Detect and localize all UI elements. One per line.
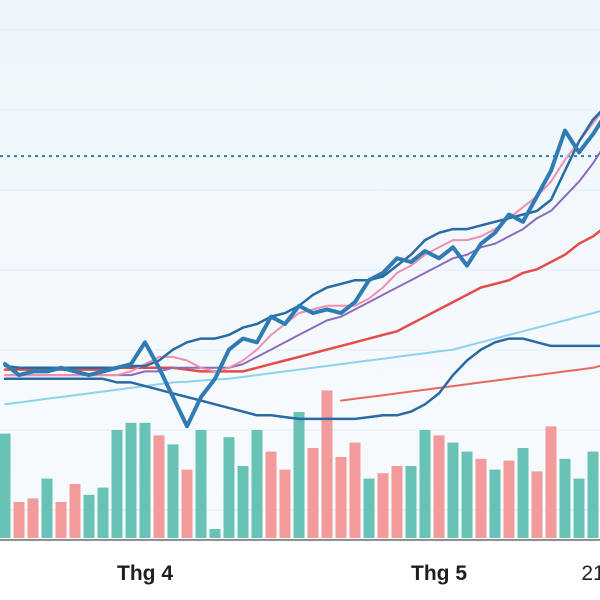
- series-line-bb-lower: [3, 337, 600, 421]
- volume-bar: [293, 412, 305, 538]
- volume-bar: [307, 448, 319, 538]
- volume-bar: [545, 426, 557, 538]
- volume-bar: [447, 442, 459, 538]
- volume-bar: [167, 444, 179, 538]
- volume-bar: [489, 469, 501, 538]
- volume-bar: [237, 466, 249, 538]
- volume-bar: [573, 478, 585, 538]
- series-line-ma-coral: [340, 364, 600, 402]
- volume-bar: [125, 422, 137, 538]
- volume-bar: [13, 502, 25, 538]
- volume-bar: [153, 435, 165, 538]
- volume-bars: [0, 390, 599, 538]
- x-tick-label: Thg 5: [411, 562, 467, 585]
- volume-bar: [265, 451, 277, 538]
- volume-bar: [349, 442, 361, 538]
- volume-bar: [139, 422, 151, 538]
- volume-bar: [587, 451, 599, 538]
- volume-bar: [559, 458, 571, 538]
- x-tick-label: 21: [581, 562, 600, 585]
- volume-bar: [503, 460, 515, 538]
- volume-bar: [83, 494, 95, 538]
- volume-bar: [461, 451, 473, 538]
- series-line-ma-lightblue: [4, 310, 600, 406]
- volume-bar: [223, 437, 235, 538]
- volume-bar: [97, 487, 109, 538]
- volume-bar: [405, 466, 417, 538]
- x-axis-ticks: Thg 4 Thg 5 21: [117, 562, 600, 585]
- volume-bar: [27, 498, 39, 538]
- volume-bar: [195, 430, 207, 538]
- volume-bar: [377, 473, 389, 538]
- volume-bar: [475, 458, 487, 538]
- volume-bar: [335, 457, 347, 538]
- volume-bar: [433, 435, 445, 538]
- volume-bar: [363, 478, 375, 538]
- x-tick-label: Thg 4: [117, 562, 173, 585]
- volume-bar: [279, 469, 291, 538]
- volume-bar: [391, 466, 403, 538]
- series-line-price: [3, 119, 600, 429]
- volume-bar: [181, 469, 193, 538]
- volume-bar: [517, 448, 529, 538]
- volume-bar: [111, 430, 123, 538]
- volume-bar: [209, 529, 221, 538]
- volume-bar: [55, 502, 67, 538]
- volume-bar: [41, 478, 53, 538]
- volume-bar: [321, 390, 333, 538]
- indicator-lines: [3, 110, 600, 429]
- volume-bar: [0, 433, 11, 538]
- volume-bar: [419, 430, 431, 538]
- volume-bar: [69, 484, 81, 538]
- volume-bar: [251, 430, 263, 538]
- volume-bar: [531, 471, 543, 538]
